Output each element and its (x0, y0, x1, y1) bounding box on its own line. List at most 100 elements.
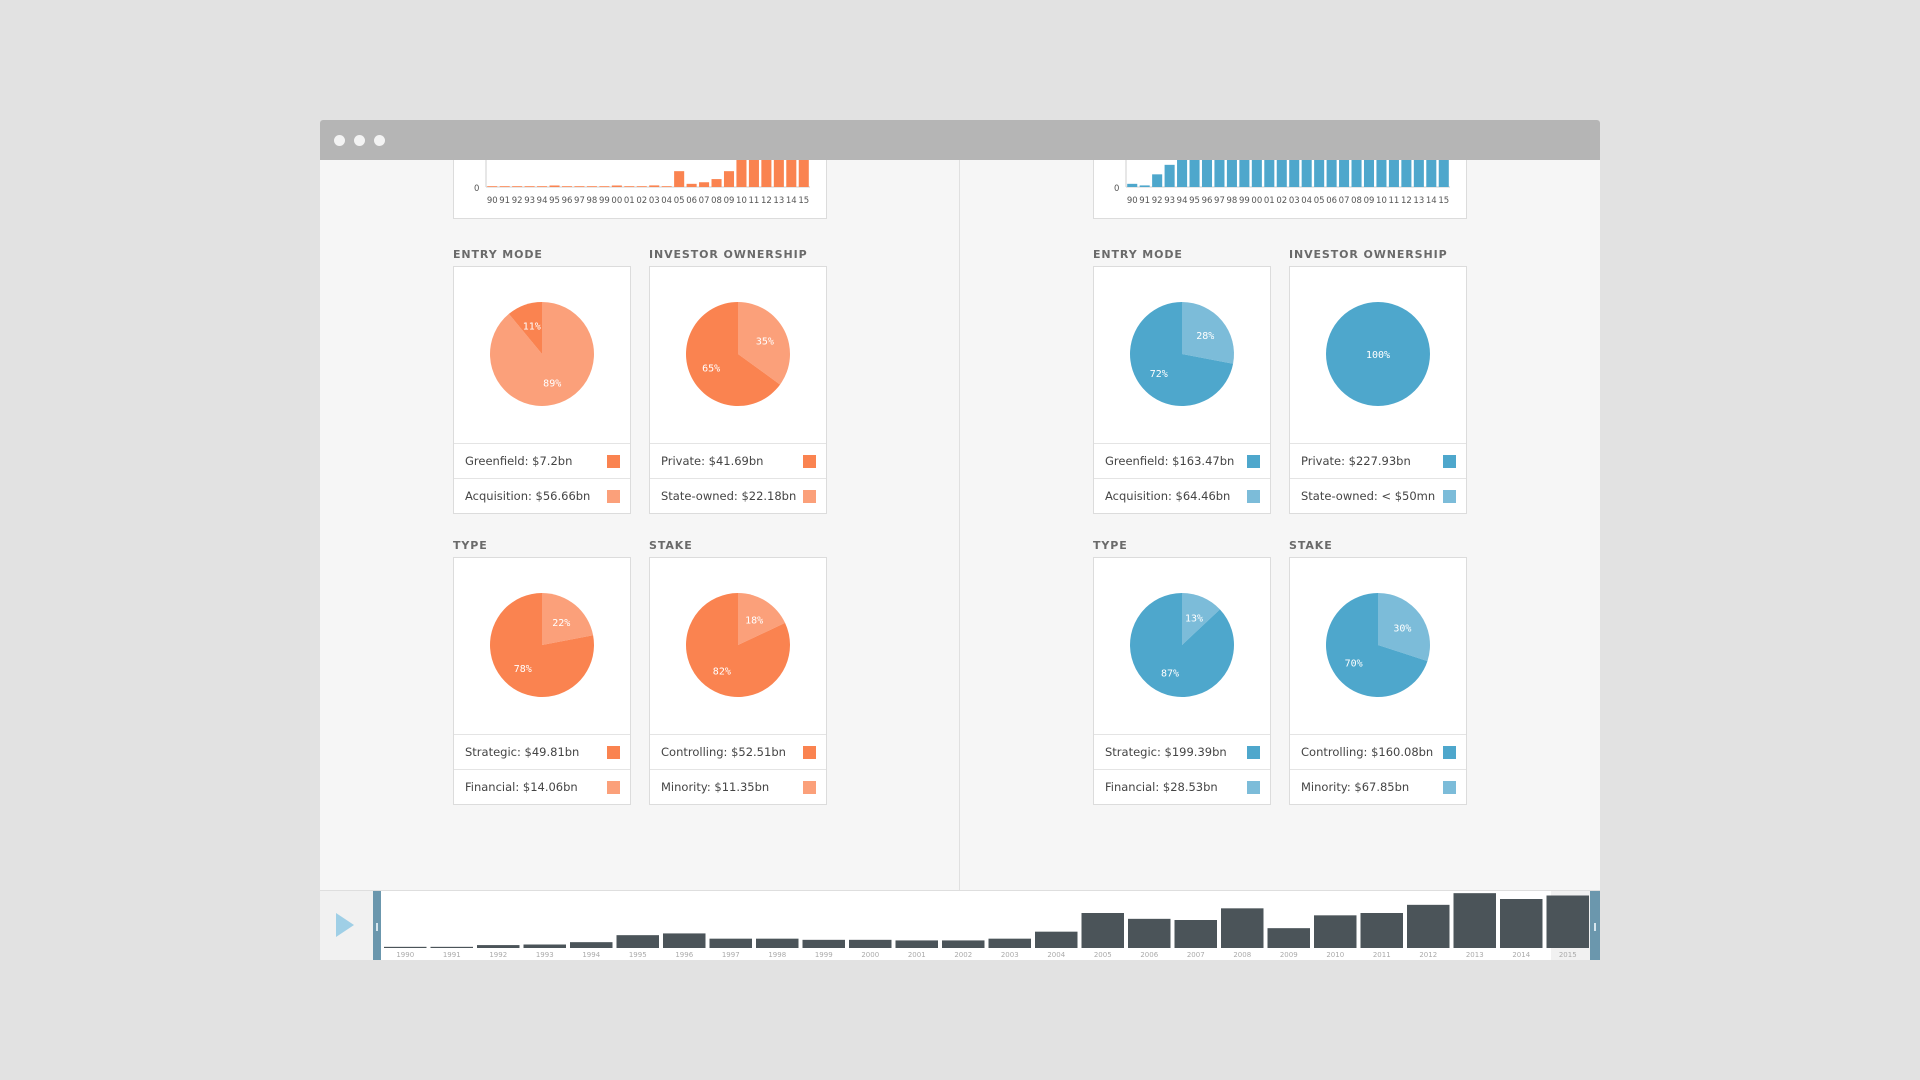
window-dot-icon[interactable] (334, 135, 345, 146)
mini-bar (773, 149, 784, 187)
legend-swatch (1247, 455, 1260, 468)
timeline-year-label: 2012 (1419, 951, 1437, 959)
x-tick-label: 92 (1152, 196, 1163, 206)
legend-label: Greenfield: $7.2bn (465, 454, 573, 468)
investor-ownership-pie: 35% 65% (686, 302, 790, 406)
x-tick-label: 93 (1164, 196, 1175, 206)
mini-bar-chart-svg: 0 90 91 92 93 94 95 96 97 98 99 00 01 02 03 04 05 06 07 08 0… (1114, 141, 1450, 206)
pie-percent-label: 11% (523, 322, 541, 333)
timeline-bar (616, 935, 659, 948)
entry-mode-card: 28% 72% Greenfield: $163.47bn Acquisition: … (1093, 266, 1271, 514)
timeline-chart[interactable]: 1990 1991 1992 1993 1994 1995 1996 1997 1998 1999… (320, 891, 1600, 960)
x-tick-label: 10 (736, 196, 747, 206)
legend-row: State-owned: $22.18bn (650, 478, 826, 513)
timeline-bar (1221, 908, 1264, 948)
x-tick-label: 06 (1326, 196, 1337, 206)
x-tick-label: 07 (1339, 196, 1350, 206)
section-label: ENTRY MODE (1093, 248, 1183, 261)
legend-swatch (803, 490, 816, 503)
timeline-bar (477, 945, 520, 948)
mini-bar (1127, 183, 1138, 187)
legend-swatch (607, 781, 620, 794)
pie-slice (738, 593, 786, 645)
mini-bar (1438, 149, 1449, 187)
mini-bar (1152, 174, 1163, 187)
panel-divider (959, 160, 960, 890)
timeline-year-label: 2010 (1326, 951, 1344, 959)
timeline-bar (802, 939, 845, 948)
pie-percent-label: 65% (702, 364, 720, 375)
mini-bar (1413, 149, 1424, 187)
browser-window: 0 90 91 92 93 94 95 96 97 98 99 00 01 02 03 04 05 06 07 08 0… (320, 120, 1600, 960)
mini-bar (1388, 149, 1399, 187)
x-tick-label: 98 (587, 196, 598, 206)
pie-slice (686, 593, 790, 697)
timeline-year-label: 2006 (1140, 951, 1158, 959)
pie-slice (738, 302, 790, 385)
mini-bar (1214, 149, 1225, 187)
legend-swatch (1443, 455, 1456, 468)
pie-percent-label: 35% (756, 336, 774, 347)
timeline-year-label: 1994 (582, 951, 600, 959)
timeline-year-label: 1998 (768, 951, 786, 959)
x-tick-label: 05 (674, 196, 685, 206)
timeline-bar (1035, 931, 1078, 948)
window-dot-icon[interactable] (354, 135, 365, 146)
timeline-bar (756, 938, 799, 948)
timeline-bar (1174, 920, 1217, 948)
legend-swatch (1443, 490, 1456, 503)
legend-swatch (1247, 781, 1260, 794)
mini-bar (1363, 150, 1375, 187)
timeline-year-label: 2003 (1001, 951, 1019, 959)
section-label: INVESTOR OWNERSHIP (1289, 248, 1448, 261)
pie-percent-label: 100% (1366, 350, 1390, 361)
timeline-year-label: 1991 (443, 951, 461, 959)
timeline-bar (849, 939, 892, 948)
mini-bar (699, 182, 710, 187)
x-tick-label: 96 (1202, 196, 1213, 206)
x-tick-label: 03 (1289, 196, 1300, 206)
x-tick-label: 01 (1264, 196, 1275, 206)
timeline-bar (1314, 915, 1357, 948)
legend-label: Minority: $67.85bn (1301, 780, 1410, 794)
mini-bar (1164, 164, 1175, 187)
timeline-bar (988, 938, 1031, 948)
x-tick-label: 13 (1413, 196, 1424, 206)
pie-percent-label: 70% (1345, 659, 1363, 670)
stake-pie: 18% 82% (686, 593, 790, 697)
x-tick-label: 92 (512, 196, 523, 206)
timeline-year-label: 2011 (1373, 951, 1391, 959)
mini-bar (537, 186, 548, 187)
section-label: ENTRY MODE (453, 248, 543, 261)
timeline-bar (1128, 918, 1171, 948)
x-tick-label: 94 (537, 196, 548, 206)
timeline-bar (709, 938, 752, 948)
x-tick-label: 00 (1251, 196, 1262, 206)
x-tick-label: 97 (1214, 196, 1225, 206)
mini-bar (686, 183, 697, 187)
mini-bar (1289, 150, 1300, 187)
timeline[interactable]: 1990 1991 1992 1993 1994 1995 1996 1997 1998 1999… (320, 890, 1600, 960)
timeline-year-label: 1995 (629, 951, 647, 959)
pie-slice (1182, 302, 1234, 364)
x-tick-label: 08 (711, 196, 722, 206)
legend-swatch (803, 781, 816, 794)
x-tick-label: 15 (1438, 196, 1449, 206)
window-dot-icon[interactable] (374, 135, 385, 146)
legend-swatch (607, 455, 620, 468)
timeline-bar (1360, 913, 1403, 948)
timeline-bar (1267, 928, 1310, 948)
mini-bar (487, 186, 498, 187)
mini-bar (661, 186, 672, 187)
legend-row: Acquisition: $56.66bn (454, 478, 630, 513)
stake-card: 18% 82% Controlling: $52.51bn Minority: $11… (649, 557, 827, 805)
timeline-year-label: 2004 (1047, 951, 1065, 959)
play-icon[interactable] (330, 905, 360, 945)
x-tick-label: 10 (1376, 196, 1387, 206)
legend-label: Greenfield: $163.47bn (1105, 454, 1235, 468)
mini-bar (611, 185, 622, 187)
x-tick-label: 96 (562, 196, 573, 206)
mini-bar (674, 171, 685, 187)
legend-label: Private: $227.93bn (1301, 454, 1411, 468)
timeline-year-label: 1996 (675, 951, 693, 959)
